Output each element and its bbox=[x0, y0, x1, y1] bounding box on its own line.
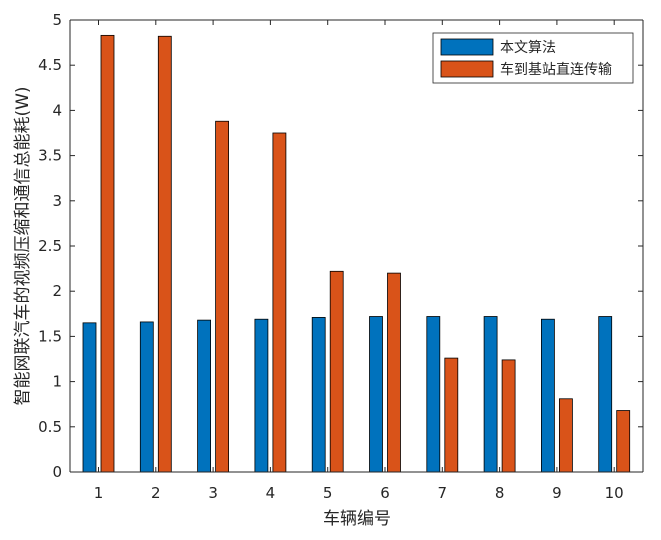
bar-series-1-vehicle-10 bbox=[598, 316, 613, 473]
bar-series-2-vehicle-5 bbox=[329, 270, 344, 473]
bar-series-2-vehicle-10 bbox=[616, 410, 631, 473]
y-tick-label: 5 bbox=[52, 11, 62, 29]
y-axis-label: 智能网联汽车的视频压缩和通信总能耗(W) bbox=[13, 86, 33, 405]
x-tick-label: 8 bbox=[495, 484, 505, 502]
legend-swatch-series-1 bbox=[440, 38, 494, 56]
bar-series-1-vehicle-8 bbox=[483, 316, 498, 473]
y-tick-label: 4 bbox=[52, 101, 62, 119]
y-tick-label: 0 bbox=[52, 463, 62, 481]
bar-series-2-vehicle-7 bbox=[444, 357, 459, 473]
bar-series-1-vehicle-2 bbox=[139, 321, 154, 473]
bar-series-2-vehicle-4 bbox=[272, 132, 287, 473]
legend-swatch-series-2 bbox=[440, 60, 494, 78]
y-tick-label: 4.5 bbox=[38, 56, 62, 74]
bar-series-1-vehicle-4 bbox=[254, 318, 269, 473]
bar-series-1-vehicle-6 bbox=[369, 316, 383, 473]
y-tick-label: 2.5 bbox=[38, 237, 62, 255]
y-tick-label: 1.5 bbox=[38, 327, 62, 345]
y-tick-label: 0.5 bbox=[38, 418, 62, 436]
legend-label-series-2: 车到基站直连传输 bbox=[500, 61, 612, 78]
x-ticks-group: 1 2 3 4 5 6 7 8 9 10 bbox=[94, 20, 624, 502]
bar-series-1-vehicle-7 bbox=[426, 316, 441, 473]
bar-series-1-vehicle-1 bbox=[82, 322, 97, 473]
x-tick-label: 9 bbox=[552, 484, 562, 502]
bar-series-1-vehicle-3 bbox=[197, 319, 212, 473]
bar-series-2-vehicle-2 bbox=[157, 35, 172, 473]
x-tick-label: 7 bbox=[438, 484, 448, 502]
legend: 本文算法 车到基站直连传输 bbox=[432, 32, 634, 84]
bar-series-2-vehicle-3 bbox=[215, 120, 230, 473]
bar-series-2-vehicle-9 bbox=[559, 398, 573, 473]
x-tick-label: 5 bbox=[323, 484, 333, 502]
x-tick-label: 4 bbox=[266, 484, 276, 502]
bar-series-1-vehicle-5 bbox=[311, 317, 326, 473]
bar-series-2-vehicle-1 bbox=[100, 34, 115, 473]
y-tick-label: 1 bbox=[52, 373, 62, 391]
bar-series-2-vehicle-6 bbox=[387, 272, 401, 473]
y-tick-label: 2 bbox=[52, 282, 62, 300]
x-tick-label: 2 bbox=[151, 484, 161, 502]
plot-area bbox=[70, 20, 643, 472]
bar-series-1-vehicle-9 bbox=[541, 318, 555, 473]
bar-series-2-vehicle-8 bbox=[501, 359, 516, 473]
x-tick-label: 6 bbox=[380, 484, 390, 502]
x-tick-label: 3 bbox=[208, 484, 218, 502]
x-tick-label: 10 bbox=[605, 484, 624, 502]
x-axis-label: 车辆编号 bbox=[323, 509, 391, 529]
y-tick-label: 3.5 bbox=[38, 147, 62, 165]
legend-label-series-1: 本文算法 bbox=[500, 40, 556, 56]
y-ticks-group: 0 0.5 1 1.5 2 2.5 3 3.5 4 4.5 5 bbox=[38, 11, 643, 481]
x-tick-label: 1 bbox=[94, 484, 104, 502]
y-tick-label: 3 bbox=[52, 192, 62, 210]
